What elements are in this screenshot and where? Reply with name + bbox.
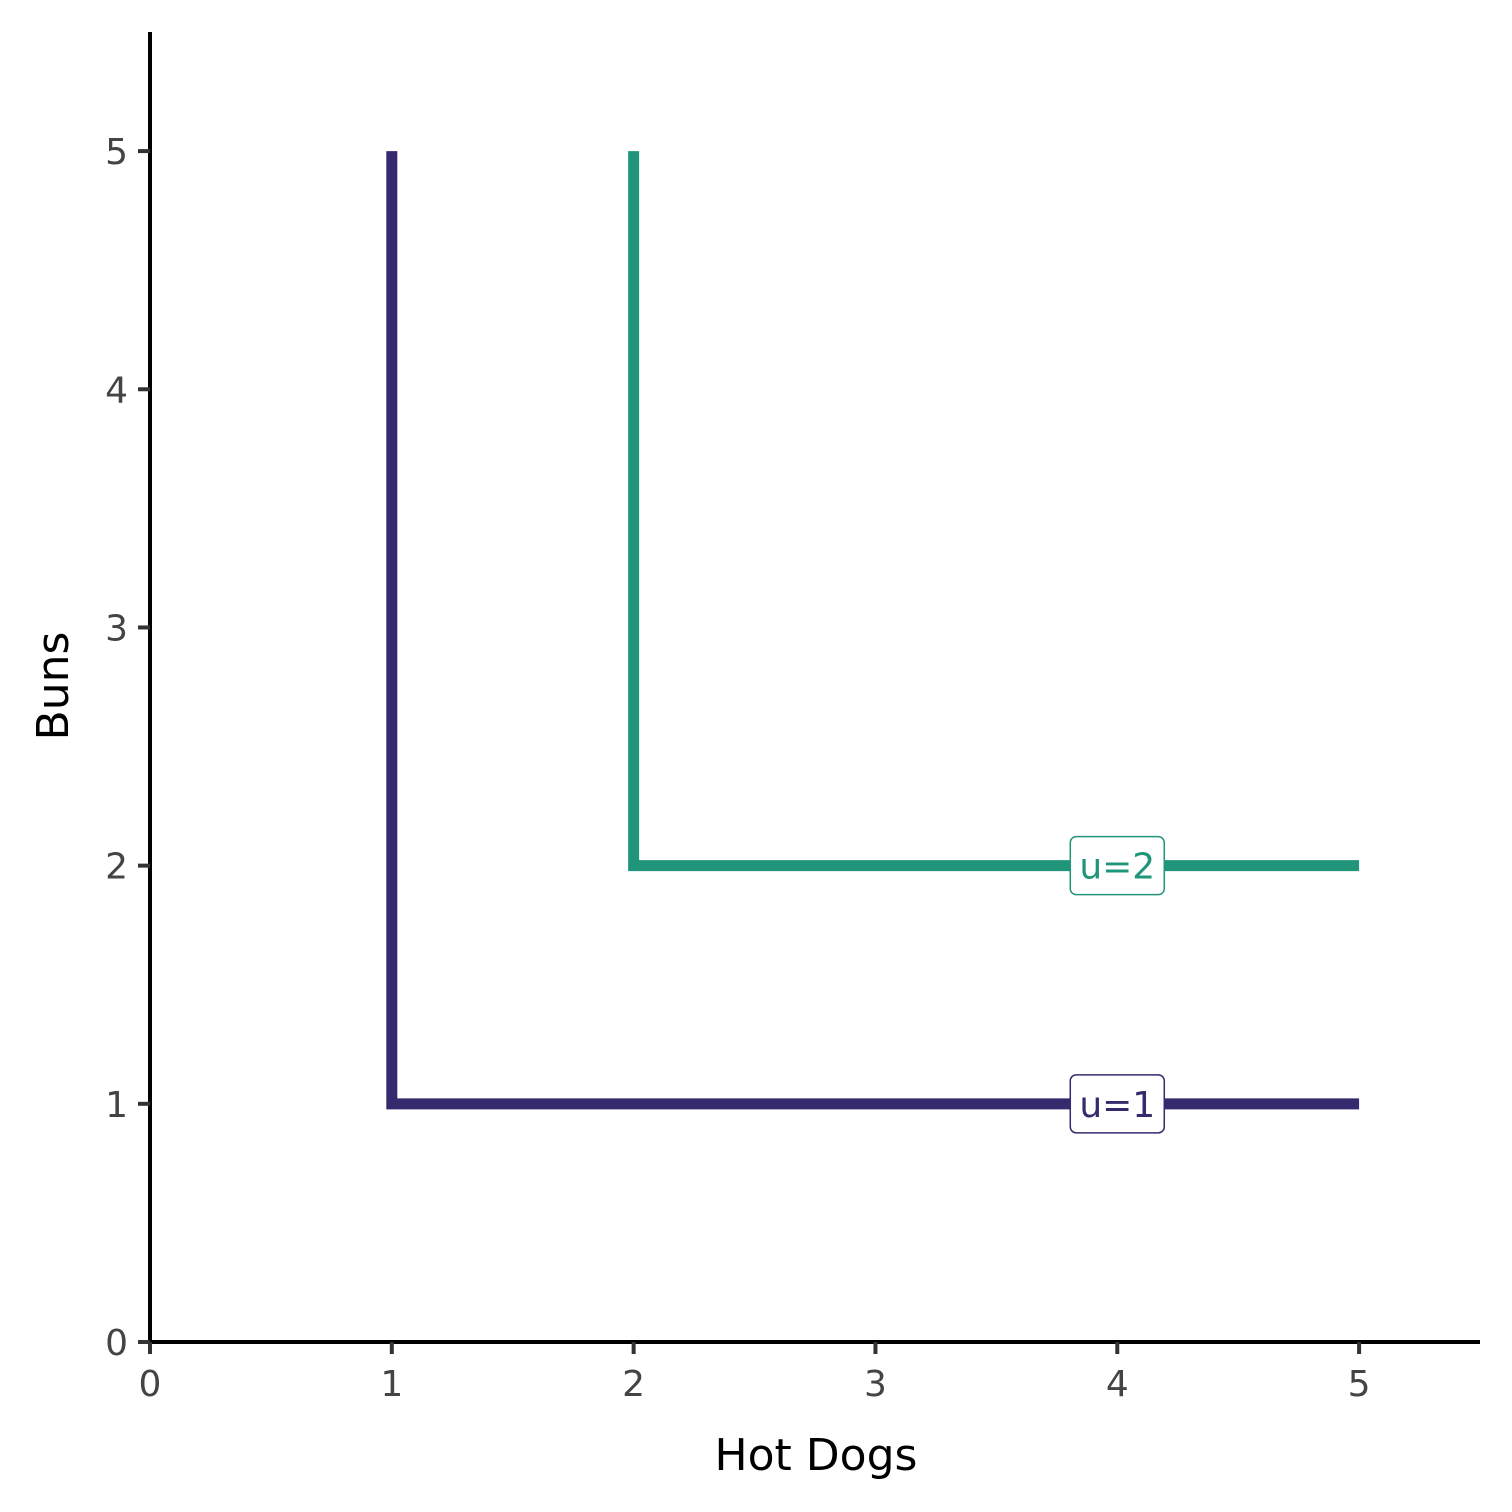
- series-label-u=1: u=1: [1079, 1085, 1155, 1126]
- y-tick-label: 5: [105, 132, 128, 173]
- x-tick-label: 2: [622, 1364, 645, 1405]
- x-tick-label: 4: [1106, 1364, 1129, 1405]
- x-tick-label: 3: [864, 1364, 887, 1405]
- series-line-u=1: [386, 151, 1360, 1110]
- series-label-box: [1069, 835, 1166, 896]
- y-axis-title: Buns: [28, 632, 79, 741]
- x-tick-label: 5: [1348, 1364, 1371, 1405]
- y-tick-label: 0: [105, 1323, 128, 1364]
- y-tick-label: 2: [105, 847, 128, 888]
- x-tick-label: 1: [380, 1364, 403, 1405]
- axis-layer: [148, 32, 1480, 1344]
- y-ticks: 0 1 2 3 4 5: [105, 132, 150, 1364]
- series-label-u=2: u=2: [1079, 847, 1155, 888]
- series-label-box: [1069, 1074, 1166, 1134]
- label-layer: u=1 u=2: [1069, 835, 1166, 1134]
- x-axis-title: Hot Dogs: [715, 1430, 918, 1481]
- x-tick-label: 0: [139, 1364, 162, 1405]
- y-tick-label: 1: [105, 1085, 128, 1126]
- y-tick-label: 4: [105, 370, 128, 411]
- x-ticks: 0 1 2 3 4 5: [139, 1342, 1371, 1405]
- y-tick-label: 3: [105, 608, 128, 649]
